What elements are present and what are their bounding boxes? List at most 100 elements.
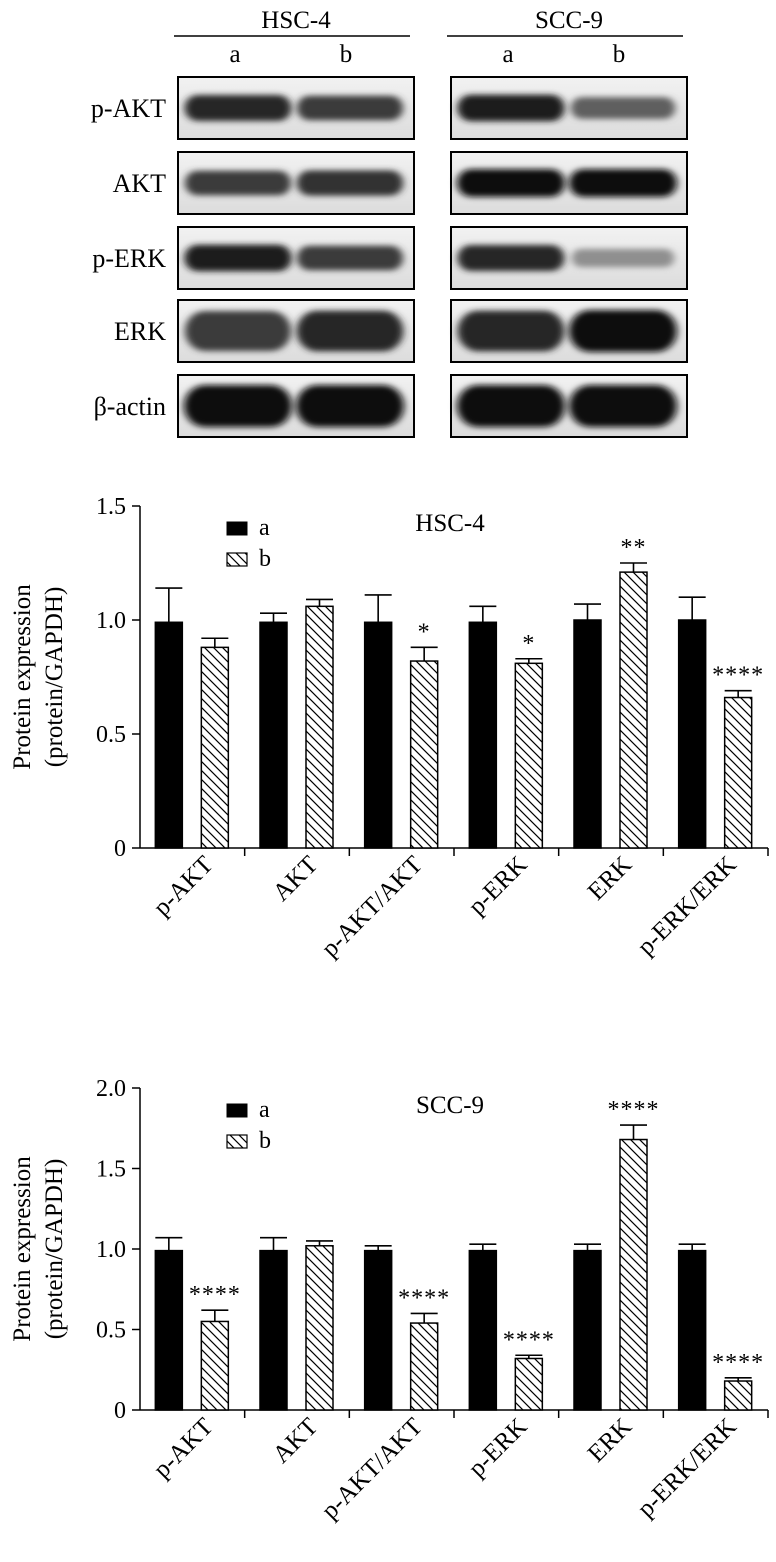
legend-label: a xyxy=(259,515,270,541)
bar-series-a xyxy=(573,619,602,849)
bar-series-b xyxy=(514,1357,544,1411)
blot-band xyxy=(457,385,565,427)
significance-marker: * xyxy=(522,631,535,657)
blot-band xyxy=(570,97,676,119)
blot-band xyxy=(296,310,404,352)
blot-band xyxy=(457,169,565,197)
legend-label: b xyxy=(259,546,271,572)
y-axis-label: (protein/GAPDH) xyxy=(41,587,68,768)
significance-marker: * xyxy=(418,619,431,645)
blot-band xyxy=(457,94,565,122)
legend-label: b xyxy=(259,1128,271,1154)
bar-series-b xyxy=(200,646,230,849)
blot-row-label: p-AKT xyxy=(91,94,166,123)
blot-band xyxy=(571,248,675,268)
bar-series-b xyxy=(723,1380,753,1411)
legend-swatch-b xyxy=(226,552,248,567)
y-tick-label: 2.0 xyxy=(96,1076,126,1102)
legend-swatch-b xyxy=(226,1134,248,1149)
bar-series-a xyxy=(363,621,393,849)
bar-series-a xyxy=(154,621,184,849)
blot-row-label: p-ERK xyxy=(92,244,166,273)
bar-series-a xyxy=(259,621,288,849)
x-tick-label: AKT xyxy=(268,851,323,906)
lane-label: b xyxy=(613,41,626,68)
y-tick-label: 1.5 xyxy=(96,494,126,520)
bar-series-a xyxy=(468,1249,498,1411)
y-tick-label: 1.0 xyxy=(96,608,126,634)
blot-row-label: ERK xyxy=(114,317,166,346)
blot-band xyxy=(457,310,565,352)
y-tick-label: 0 xyxy=(114,1398,126,1424)
lane-label: a xyxy=(502,41,513,68)
y-axis-label: (protein/GAPDH) xyxy=(41,1159,68,1340)
blot-row-label: AKT xyxy=(113,169,167,198)
cell-line-label: SCC-9 xyxy=(535,7,603,34)
significance-marker: **** xyxy=(712,1350,764,1376)
y-tick-label: 1.0 xyxy=(96,1237,126,1263)
bar-series-b xyxy=(619,1138,648,1411)
x-tick-label: p-AKT xyxy=(148,1413,218,1483)
blot-band xyxy=(569,385,677,427)
bar-series-b xyxy=(409,660,439,849)
bar-series-a xyxy=(363,1249,393,1411)
bar-series-b xyxy=(409,1322,439,1411)
lane-label: a xyxy=(229,41,240,68)
legend-swatch-a xyxy=(226,1103,248,1118)
blot-band xyxy=(569,169,677,197)
blot-band xyxy=(296,385,404,427)
blot-band xyxy=(185,311,291,351)
bar-series-b xyxy=(200,1320,230,1411)
y-tick-label: 0 xyxy=(114,836,126,862)
y-tick-label: 0.5 xyxy=(96,1318,126,1344)
bar-series-a xyxy=(154,1249,184,1411)
bar-series-a xyxy=(259,1249,288,1411)
x-tick-label: p-AKT xyxy=(148,851,218,921)
y-tick-label: 0.5 xyxy=(96,722,126,748)
blot-band xyxy=(297,245,403,271)
significance-marker: **** xyxy=(608,1097,660,1123)
blot-band xyxy=(296,170,404,196)
significance-marker: **** xyxy=(189,1282,241,1308)
bar-series-a xyxy=(677,619,707,849)
x-tick-label: p-ERK xyxy=(463,1413,532,1482)
x-tick-label: ERK xyxy=(583,1413,637,1467)
hsc4-bar-chart: HSC-4 Protein expression (protein/GAPDH) 0 0… xyxy=(9,494,769,963)
bar-series-b xyxy=(305,605,334,849)
x-tick-label: p-AKT/AKT xyxy=(317,851,428,962)
blot-band xyxy=(185,170,291,196)
chart-title: SCC-9 xyxy=(416,1092,484,1119)
blot-band xyxy=(457,245,565,271)
significance-marker: **** xyxy=(398,1285,450,1311)
blot-band xyxy=(184,385,292,427)
bar-series-b xyxy=(514,662,544,849)
x-tick-label: p-ERK/ERK xyxy=(632,1413,741,1522)
legend-label: a xyxy=(259,1097,270,1123)
x-tick-label: ERK xyxy=(583,851,637,905)
significance-marker: ** xyxy=(621,535,647,561)
x-tick-label: p-ERK/ERK xyxy=(632,851,741,960)
blot-band xyxy=(184,244,292,272)
bar-series-b xyxy=(619,571,648,849)
y-axis-label: Protein expression xyxy=(9,584,36,770)
x-tick-label: p-ERK xyxy=(463,851,532,920)
y-tick-label: 1.5 xyxy=(96,1157,126,1183)
lane-label: b xyxy=(340,41,353,68)
bar-series-b xyxy=(723,696,753,849)
western-blot-panel: HSC-4 a b SCC-9 a b p-AKT AKT p-ERK ERK β-actin xyxy=(91,7,688,438)
chart-title: HSC-4 xyxy=(415,510,485,537)
bar-series-a xyxy=(468,621,498,849)
bar-series-b xyxy=(305,1245,334,1411)
blot-row-label: β-actin xyxy=(94,392,166,421)
y-axis-label: Protein expression xyxy=(9,1156,36,1342)
blot-band xyxy=(184,95,292,121)
legend-swatch-a xyxy=(226,521,248,536)
bar-series-a xyxy=(677,1249,707,1411)
cell-line-label: HSC-4 xyxy=(261,7,331,34)
blot-band xyxy=(569,310,677,352)
significance-marker: **** xyxy=(503,1327,555,1353)
bar-series-a xyxy=(573,1249,602,1411)
scc9-bar-chart: SCC-9 Protein expression (protein/GAPDH) 0 0… xyxy=(9,1076,769,1525)
x-tick-label: p-AKT/AKT xyxy=(317,1413,428,1524)
significance-marker: **** xyxy=(712,663,764,689)
